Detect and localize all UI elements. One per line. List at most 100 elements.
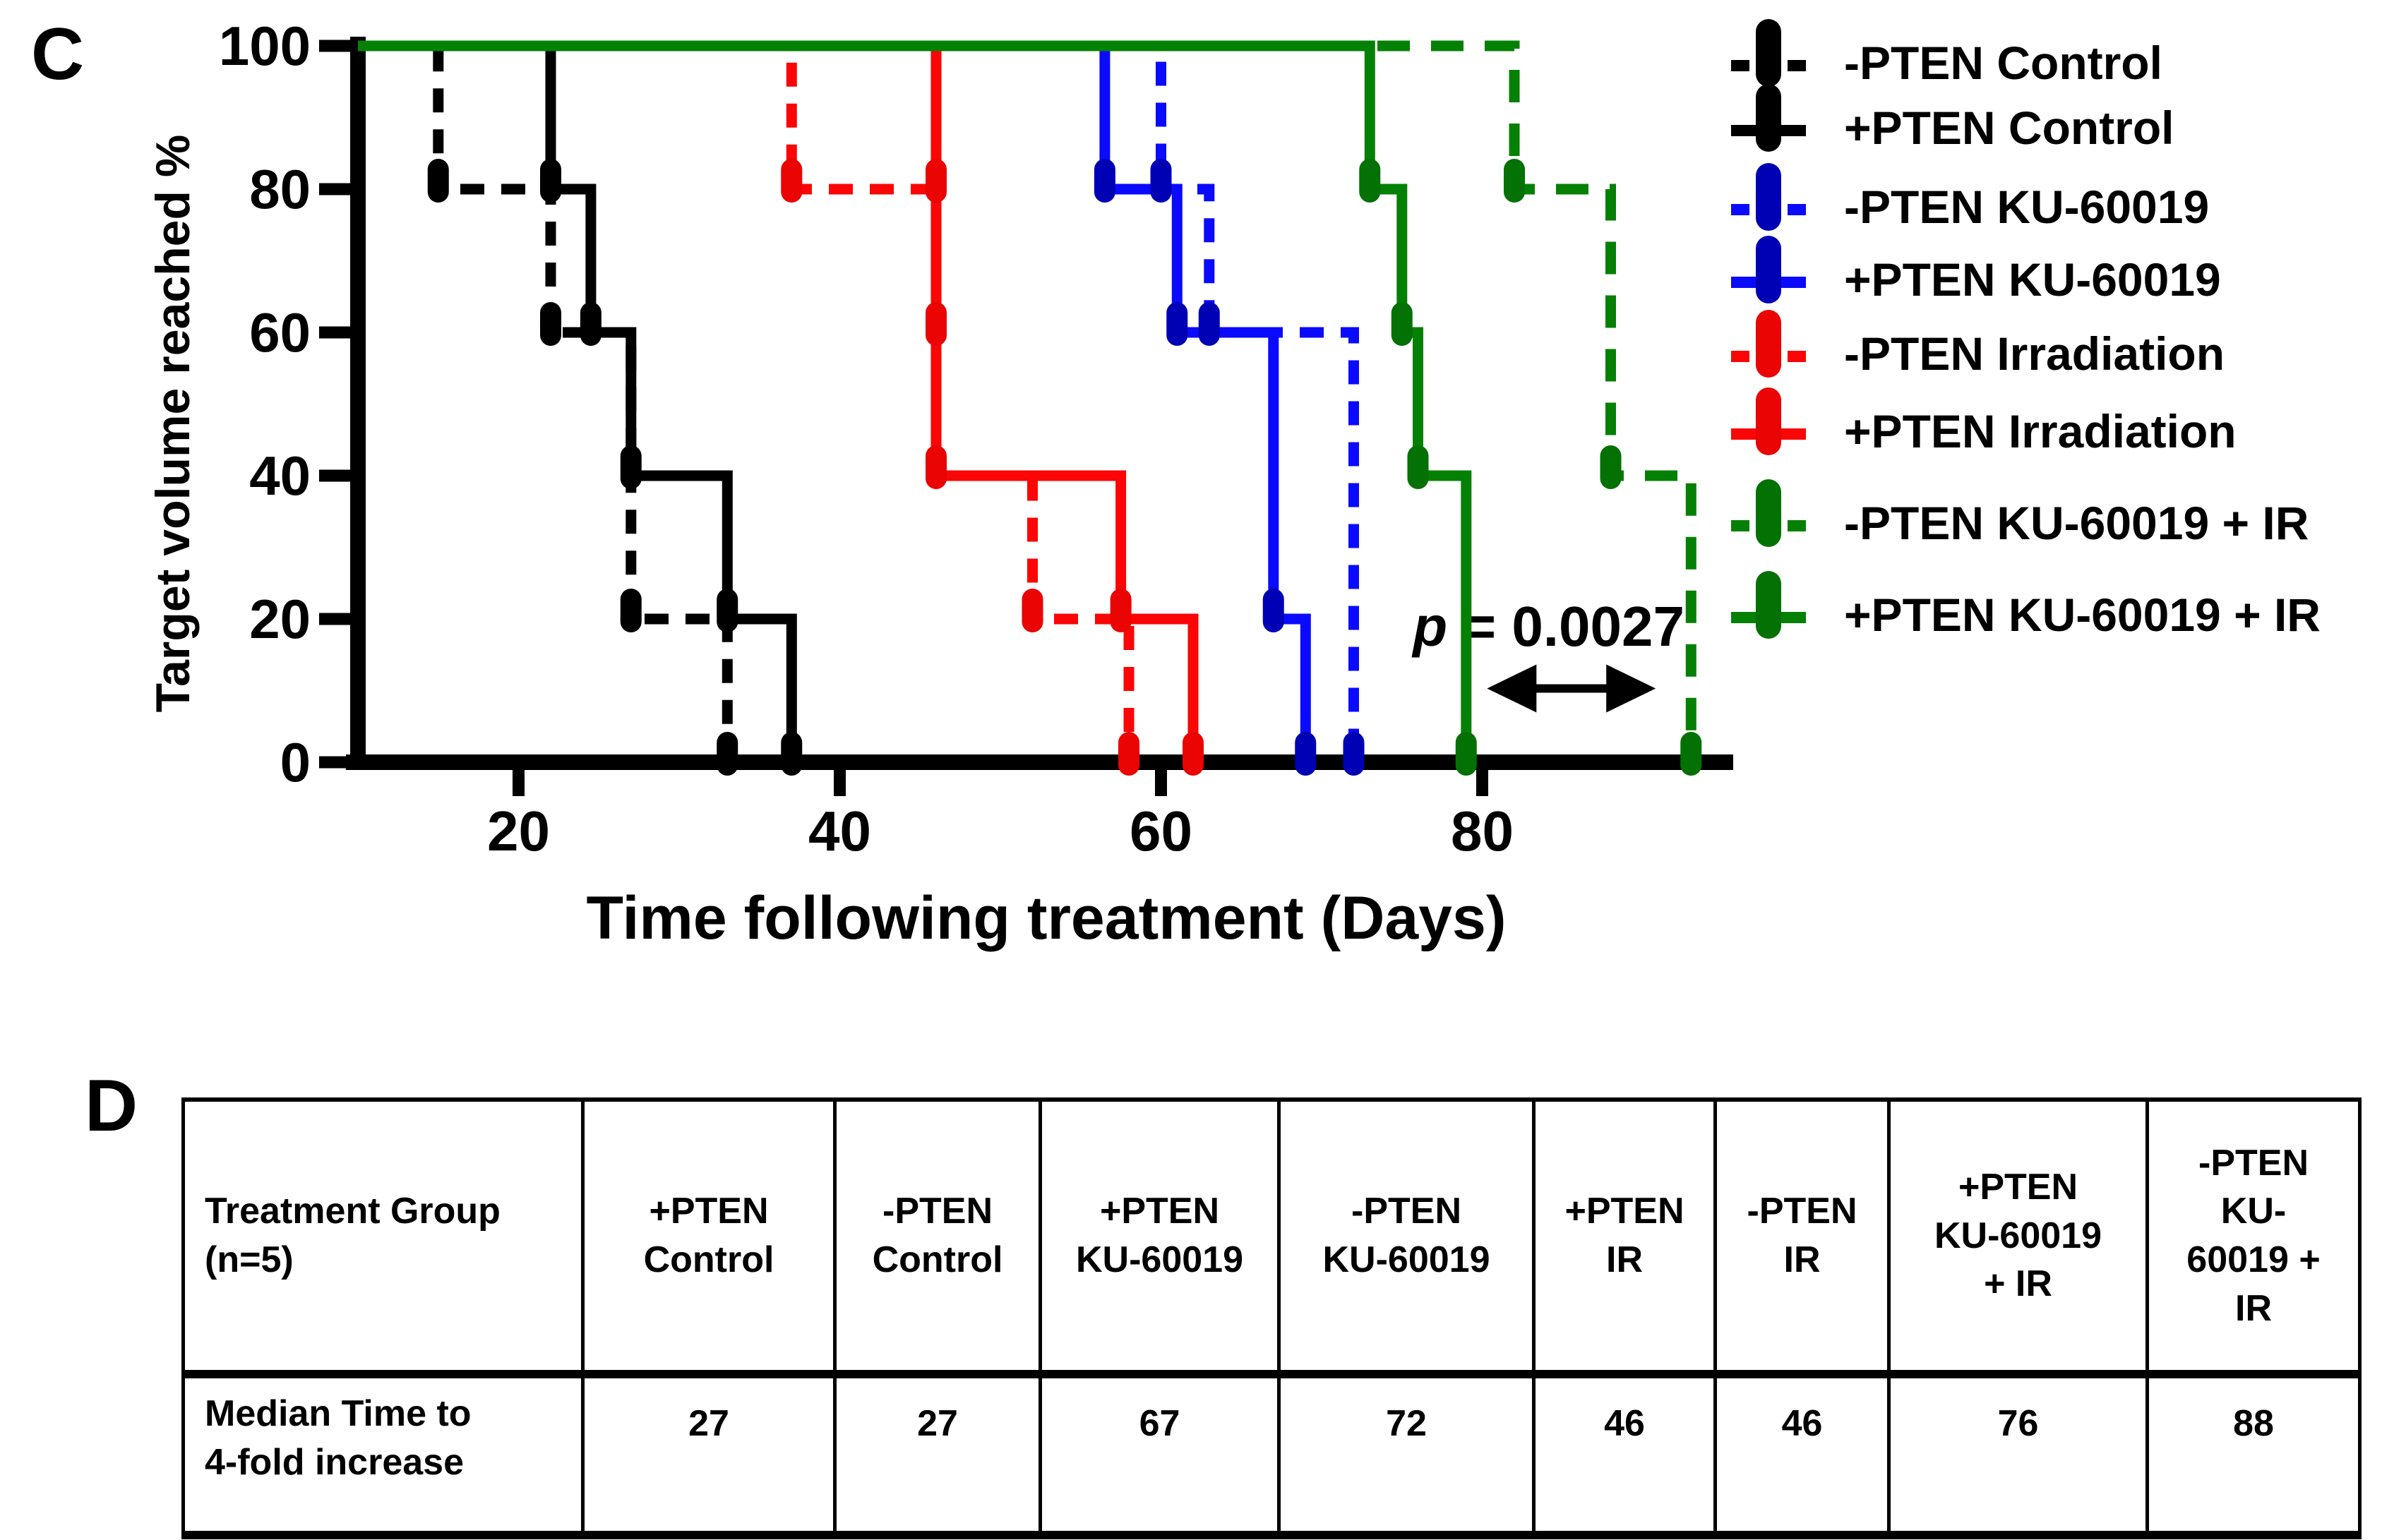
cell-line: +PTEN [649, 1191, 769, 1232]
cell-line: + IR [1984, 1263, 2052, 1305]
legend-marker-3 [1756, 236, 1781, 303]
table-value-cell-4: 46 [1532, 1370, 1717, 1539]
table-row-label: Median Time to 4-fold increase [181, 1370, 585, 1539]
series-marker-4 [781, 159, 803, 203]
series-marker-7 [1407, 445, 1429, 489]
cell-line: -PTEN [1351, 1191, 1461, 1232]
series-marker-1 [620, 445, 642, 489]
cell-line: Treatment Group [205, 1191, 501, 1232]
x-tick-label: 80 [1451, 800, 1514, 862]
legend-marker-1 [1756, 84, 1781, 152]
cell-line: IR [2235, 1287, 2272, 1329]
series-marker-6 [1680, 732, 1702, 776]
legend-marker-6 [1756, 479, 1781, 547]
y-tick-label: 80 [249, 158, 311, 220]
legend-label-1: +PTEN Control [1844, 102, 2174, 154]
series-marker-1 [580, 302, 602, 346]
y-tick-label: 0 [280, 731, 311, 793]
p-symbol: p [1411, 595, 1447, 658]
table-header-cell-3: +PTEN KU-60019 [1039, 1097, 1281, 1376]
series-marker-6 [1600, 445, 1622, 489]
y-tick-label: 60 [249, 301, 311, 363]
y-tick-label: 20 [249, 588, 311, 650]
table-header-cell-6: -PTEN IR [1713, 1097, 1891, 1376]
series-marker-5 [1110, 589, 1132, 632]
cell-line: -PTEN [1747, 1191, 1857, 1232]
y-axis-title: Target volume reached % [146, 135, 200, 713]
p-value-annotation: p = 0.0027 [1411, 595, 1684, 658]
panel-d-label: D [85, 1065, 138, 1147]
series-marker-4 [1022, 589, 1043, 632]
table-header-cell-0: Treatment Group (n=5) [181, 1097, 585, 1376]
cell-line: +PTEN [1564, 1191, 1684, 1232]
legend-label-5: +PTEN Irradiation [1844, 405, 2237, 457]
series-marker-2 [1198, 302, 1220, 346]
legend-label-3: +PTEN KU-60019 [1844, 253, 2221, 306]
series-marker-0 [620, 589, 642, 632]
legend-label-6: -PTEN KU-60019 + IR [1844, 497, 2309, 549]
cell-line: KU-60019 [1075, 1239, 1244, 1280]
x-tick-label: 60 [1130, 800, 1192, 862]
series-marker-7 [1391, 302, 1413, 346]
legend-label-0: -PTEN Control [1844, 37, 2162, 89]
legend-label-4: -PTEN Irradiation [1844, 327, 2225, 380]
legend-marker-0 [1756, 19, 1781, 87]
series-marker-3 [1262, 589, 1284, 632]
series-marker-2 [1150, 159, 1172, 203]
series-curve-0 [358, 40, 733, 762]
x-tick-label: 20 [487, 800, 550, 862]
table-header-cell-5: +PTEN IR [1532, 1097, 1717, 1376]
legend-marker-4 [1756, 310, 1781, 378]
cell-line: IR [1606, 1239, 1643, 1280]
series-marker-5 [926, 445, 947, 489]
cell-line: (n=5) [205, 1239, 294, 1280]
table-value-cell-0: 27 [581, 1370, 837, 1539]
cell-line: 60019 + [2186, 1239, 2321, 1280]
table-value-cell-1: 27 [833, 1370, 1042, 1539]
table-header-cell-8: -PTEN KU- 60019 + IR [2145, 1097, 2362, 1376]
series-marker-7 [1359, 159, 1381, 203]
table-value-cell-7: 88 [2145, 1370, 2362, 1539]
series-marker-5 [926, 159, 947, 203]
series-marker-1 [781, 732, 803, 776]
legend-label-2: -PTEN KU-60019 [1844, 181, 2209, 233]
table-value-cell-2: 67 [1039, 1370, 1281, 1539]
series-marker-1 [717, 589, 738, 632]
p-arrow-right-head [1606, 664, 1656, 713]
cell-line: Median Time to [205, 1393, 472, 1434]
legend-marker-5 [1756, 387, 1781, 455]
series-marker-6 [1504, 159, 1525, 203]
series-marker-5 [1183, 732, 1204, 776]
table-value-cell-6: 76 [1887, 1370, 2149, 1539]
cell-line: KU- [2220, 1191, 2287, 1232]
cell-line: KU-60019 [1934, 1215, 2102, 1256]
table-header-cell-7: +PTEN KU-60019 + IR [1887, 1097, 2149, 1376]
series-marker-0 [717, 732, 738, 776]
series-curve-5 [358, 40, 1199, 762]
series-curve-2 [358, 40, 1359, 762]
legend-label-7: +PTEN KU-60019 + IR [1844, 589, 2321, 641]
cell-line: 4-fold increase [205, 1441, 465, 1483]
cell-line: KU-60019 [1322, 1239, 1490, 1280]
cell-line: +PTEN [1958, 1167, 2078, 1208]
series-curve-1 [358, 40, 797, 762]
cell-line: -PTEN [2198, 1142, 2309, 1184]
cell-line: Control [872, 1239, 1003, 1280]
series-marker-3 [1166, 302, 1188, 346]
series-curve-6 [358, 40, 1696, 762]
p-value-text: = 0.0027 [1447, 595, 1684, 658]
y-tick-label: 40 [249, 445, 311, 507]
median-time-table: Treatment Group (n=5) +PTEN Control -PTEN Con… [181, 1097, 2362, 1539]
legend-marker-7 [1756, 571, 1781, 639]
table-header-cell-1: +PTEN Control [581, 1097, 837, 1376]
series-marker-0 [427, 159, 449, 203]
cell-line: IR [1783, 1239, 1821, 1280]
legend-marker-2 [1756, 163, 1781, 231]
table-header-cell-4: -PTEN KU-60019 [1277, 1097, 1536, 1376]
series-marker-3 [1295, 732, 1317, 776]
cell-line: -PTEN [882, 1191, 993, 1232]
y-tick-label: 100 [219, 15, 311, 77]
series-curve-4 [358, 40, 1135, 762]
cell-line: Control [643, 1239, 774, 1280]
table-value-cell-5: 46 [1713, 1370, 1891, 1539]
